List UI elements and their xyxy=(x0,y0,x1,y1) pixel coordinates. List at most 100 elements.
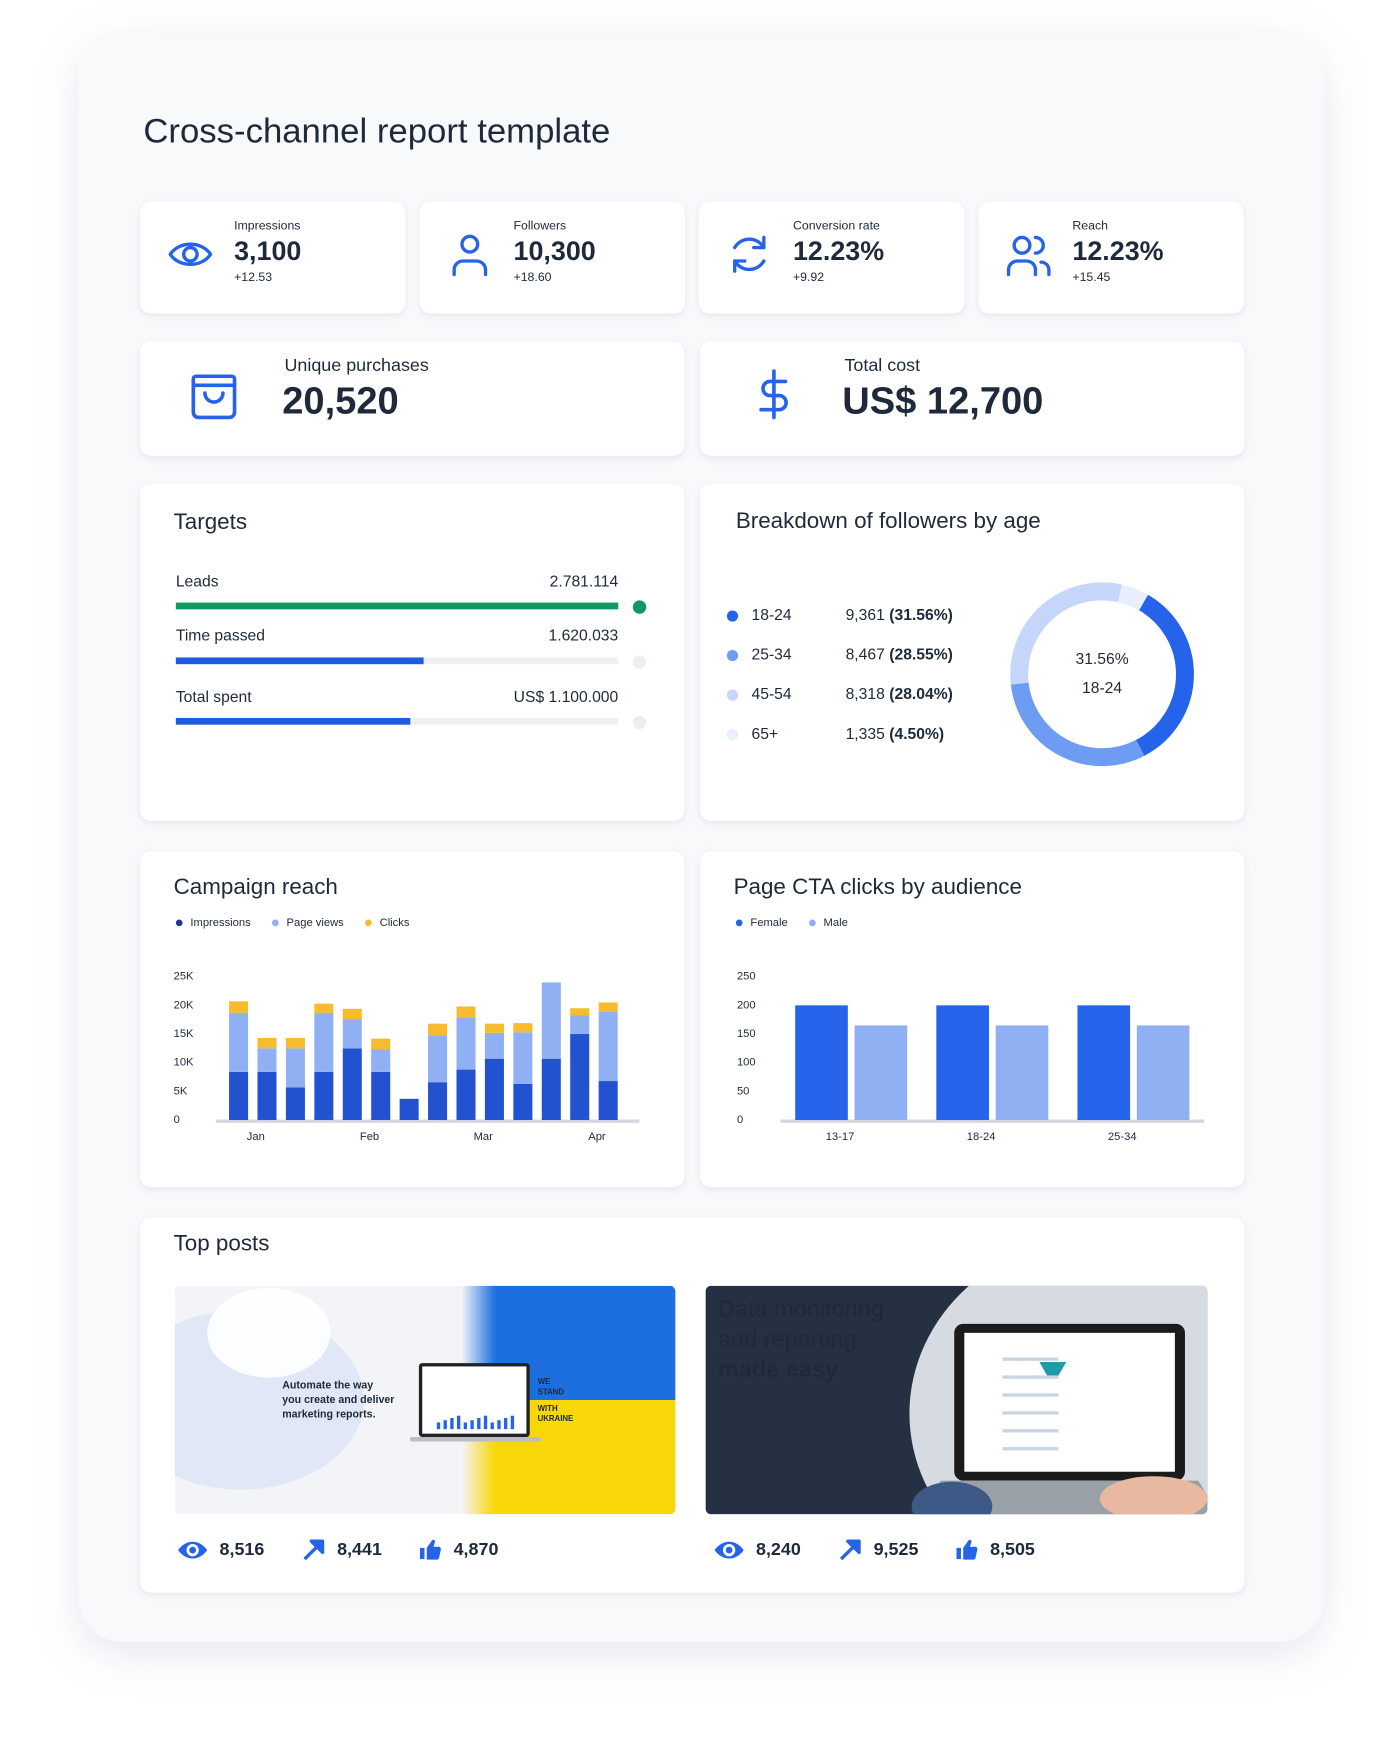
bar-segment xyxy=(513,1083,533,1121)
screen-bar xyxy=(436,1422,441,1430)
y-tick-label: 100 xyxy=(737,1057,756,1069)
kpi-value: 12.23% xyxy=(793,236,884,266)
kpi-value: 12.23% xyxy=(1072,236,1163,266)
screen-bar xyxy=(477,1417,481,1430)
card xyxy=(419,201,685,314)
legend-value: 8,318 xyxy=(846,686,886,703)
y-tick-label: 0 xyxy=(174,1114,180,1126)
post-headline: and reporting xyxy=(718,1326,857,1352)
bar-segment xyxy=(229,1071,249,1121)
shares-icon xyxy=(303,1539,325,1561)
card-title: Page CTA clicks by audience xyxy=(734,874,1022,899)
post-banner: STAND xyxy=(538,1387,565,1396)
donut-segment xyxy=(1010,682,1145,767)
bar-segment xyxy=(598,1011,618,1082)
legend-dot xyxy=(808,919,816,927)
y-tick-label: 15K xyxy=(174,1028,194,1040)
icon-shape xyxy=(426,1539,441,1560)
bar-segment xyxy=(428,1082,448,1121)
post-image xyxy=(174,1285,676,1515)
hand xyxy=(1099,1476,1208,1515)
x-tick-label: Feb xyxy=(360,1131,379,1143)
bar xyxy=(854,1025,908,1121)
bar-segment xyxy=(598,1002,618,1012)
legend-dot xyxy=(726,689,739,701)
x-tick-label: Jan xyxy=(247,1131,265,1143)
card xyxy=(140,341,685,456)
y-tick-label: 150 xyxy=(737,1028,756,1040)
post-stat: 8,240 xyxy=(756,1539,801,1559)
legend-value: 8,467 xyxy=(846,647,885,664)
y-tick-label: 20K xyxy=(174,999,194,1011)
kpi-label: Reach xyxy=(1072,219,1108,233)
icon-stroke xyxy=(452,259,488,277)
legend-label: Female xyxy=(750,917,787,929)
icon-shape xyxy=(839,1539,861,1561)
card-title: Top posts xyxy=(174,1230,270,1255)
screen-line xyxy=(1002,1429,1059,1433)
bar xyxy=(1077,1005,1131,1121)
card xyxy=(978,201,1244,314)
target-dot xyxy=(632,715,647,730)
screen-line xyxy=(1002,1447,1059,1451)
icon-stroke xyxy=(752,235,766,250)
screen-line xyxy=(1002,1375,1059,1379)
post-headline: made easy xyxy=(718,1356,838,1382)
target-bar xyxy=(175,602,619,610)
screen-bar xyxy=(456,1415,461,1430)
donut-center-value: 31.56% xyxy=(1076,651,1129,668)
card xyxy=(700,483,1245,821)
bar-segment xyxy=(456,1017,476,1070)
card xyxy=(140,483,685,821)
icon-stroke xyxy=(733,259,747,273)
target-bar xyxy=(175,717,411,725)
bar xyxy=(936,1005,989,1121)
x-tick-label: 18-24 xyxy=(967,1131,996,1143)
icon-stroke xyxy=(733,237,766,250)
screen-bar xyxy=(510,1415,515,1430)
x-tick-label: 13-17 xyxy=(826,1131,855,1143)
bar-segment xyxy=(314,1003,334,1013)
legend-label: Male xyxy=(824,917,848,929)
bar-segment xyxy=(541,982,561,1059)
icon-shape xyxy=(303,1539,325,1561)
x-tick-label: Mar xyxy=(474,1131,494,1143)
bar-segment xyxy=(342,1019,362,1049)
target-dot xyxy=(632,600,647,614)
legend-category: 18-24 xyxy=(752,607,792,624)
bar-segment xyxy=(229,1012,249,1072)
card xyxy=(698,201,965,314)
screen-line xyxy=(1002,1393,1059,1397)
bar xyxy=(1136,1025,1190,1121)
bar-segment xyxy=(314,1071,334,1121)
summary-icon xyxy=(191,374,237,420)
legend-percent: (4.50%) xyxy=(889,726,944,743)
bar-segment xyxy=(342,1048,362,1121)
bar-segment xyxy=(371,1038,391,1050)
target-label: Total spent xyxy=(176,689,252,706)
bar-segment xyxy=(428,1035,448,1083)
likes-icon xyxy=(956,1539,978,1560)
kpi-change: +15.45 xyxy=(1072,270,1110,284)
legend-dot xyxy=(175,919,183,927)
kpi-icon xyxy=(733,235,766,273)
icon-stroke xyxy=(1033,235,1045,255)
kpi-label: Followers xyxy=(514,219,567,233)
post-stat: 4,870 xyxy=(454,1539,499,1559)
icon-stroke xyxy=(203,391,225,404)
target-value: 2.781.114 xyxy=(550,574,619,591)
summary-value: 20,520 xyxy=(282,380,398,422)
icon-shape xyxy=(189,1546,196,1554)
screen-bar xyxy=(470,1420,474,1430)
y-tick-label: 50 xyxy=(737,1085,749,1097)
legend-dot xyxy=(735,919,743,927)
y-tick-label: 5K xyxy=(174,1085,188,1097)
bar-segment xyxy=(428,1023,448,1036)
bar-segment xyxy=(456,1006,476,1018)
y-tick-label: 200 xyxy=(737,999,756,1011)
legend-category: 25-34 xyxy=(752,647,792,664)
bar-segment xyxy=(314,1012,334,1072)
legend-category: 65+ xyxy=(752,726,779,743)
bar-segment xyxy=(285,1048,305,1088)
